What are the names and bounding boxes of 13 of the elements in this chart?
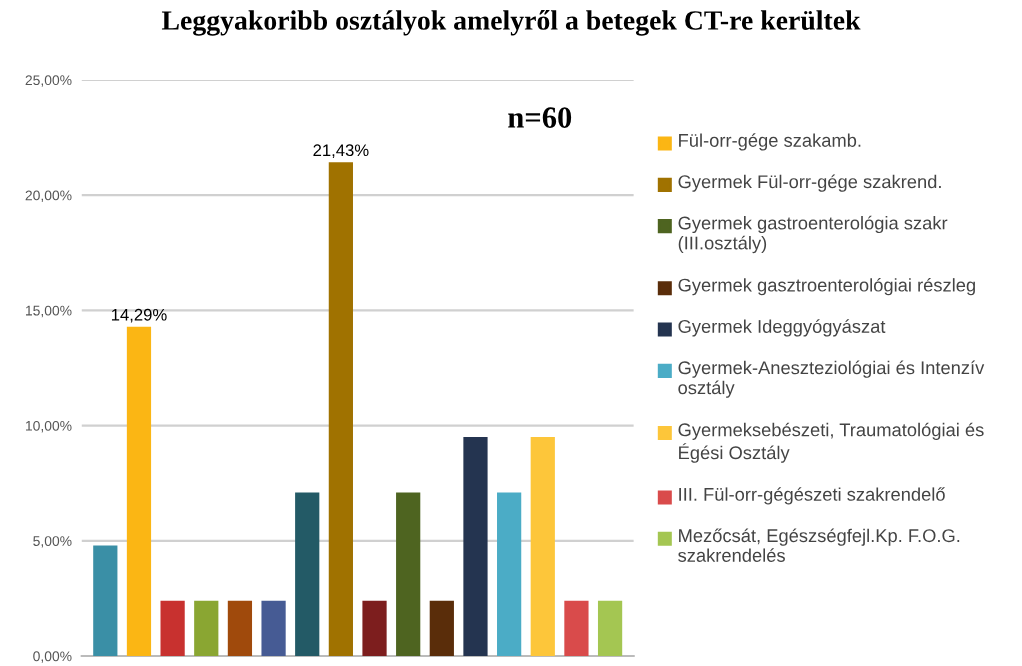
legend-label: Gyermek gasztroenterológiai részleg bbox=[678, 277, 975, 296]
data-label: 14,29% bbox=[111, 308, 167, 323]
legend-label: Gyermek Fül-orr-gége szakrend. bbox=[678, 174, 941, 192]
chart-title: Leggyakoribb osztályok amelyről a betegek CT-re kerültek bbox=[161, 9, 861, 36]
legend-label: III. Fül-orr-gégészeti szakrendelő bbox=[679, 487, 945, 505]
legend-label: Gyermek Ideggyógyászat bbox=[678, 319, 886, 337]
annotation: n=60 bbox=[508, 107, 572, 128]
legend-label: Mezőcsát, Egészségfejl.Kp. F.O.G. szakrendelés bbox=[678, 528, 960, 562]
legend-label: Gyermeksebészeti, Traumatológiai és Égési Osztály bbox=[678, 422, 984, 463]
legend-label: Gyermek gastroenterológia szakr (III.osztály) bbox=[678, 215, 948, 254]
legend-label: Gyermek-Aneszteziológiai és Intenzív osztály bbox=[678, 360, 985, 398]
legend-label: Fül-orr-gége szakamb. bbox=[679, 133, 861, 151]
data-label: 21,43% bbox=[313, 144, 369, 159]
